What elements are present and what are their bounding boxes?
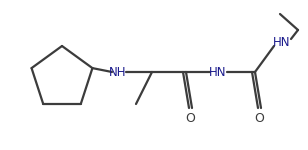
- Text: NH: NH: [109, 66, 127, 78]
- Text: HN: HN: [209, 66, 227, 78]
- Text: O: O: [254, 111, 264, 124]
- Text: HN: HN: [273, 36, 291, 48]
- Text: O: O: [185, 111, 195, 124]
